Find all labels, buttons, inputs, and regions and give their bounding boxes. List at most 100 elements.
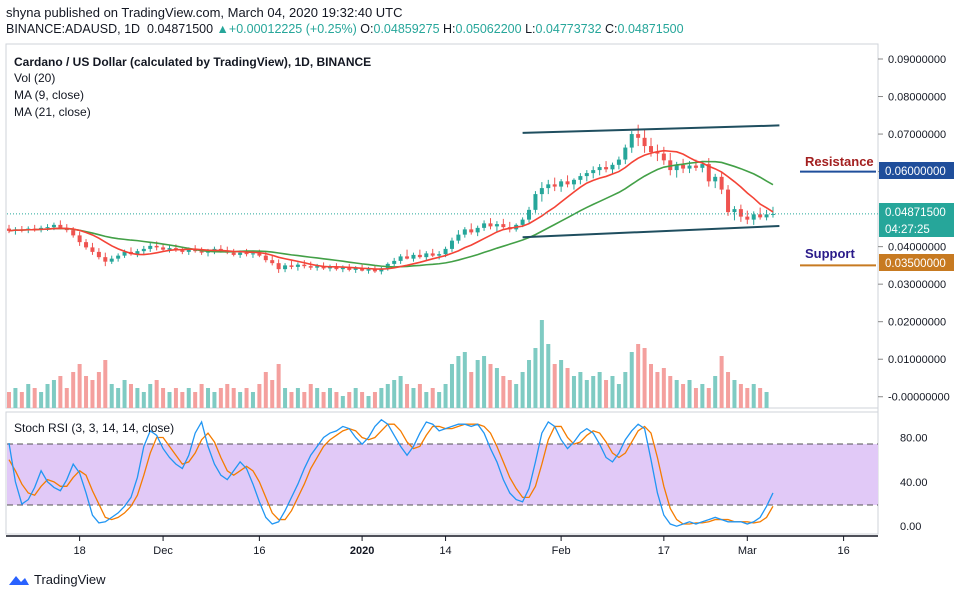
stoch-band: [7, 444, 878, 505]
candle-body: [411, 254, 416, 259]
candle-body: [604, 167, 609, 170]
candle-body: [250, 253, 255, 255]
change-value: +0.00012225 (+0.25%): [228, 22, 357, 36]
volume-bar: [180, 392, 185, 408]
candle-body: [552, 184, 557, 187]
price-tick-label: 0.07000000: [888, 129, 946, 141]
volume-bar: [340, 396, 345, 408]
volume-bar: [552, 364, 557, 408]
volume-bar: [674, 380, 679, 408]
volume-bar: [84, 376, 89, 408]
current-price-text: 0.04871500: [885, 207, 946, 219]
candle-body: [616, 159, 621, 165]
candle-body: [462, 229, 467, 235]
volume-bar: [488, 364, 493, 408]
volume-bar: [687, 380, 692, 408]
volume-bar: [571, 376, 576, 408]
volume-bar: [360, 392, 365, 408]
candle-body: [469, 229, 474, 233]
candle-body: [366, 269, 371, 271]
price-tick-label: 0.09000000: [888, 54, 946, 66]
candle-body: [109, 258, 114, 262]
candle-body: [700, 164, 705, 168]
resistance-label: Resistance: [805, 154, 874, 169]
time-tick-label: 16: [837, 545, 849, 557]
candle-body: [533, 194, 538, 210]
candle-body: [308, 266, 313, 268]
candle-body: [135, 251, 140, 255]
volume-bar: [64, 388, 69, 408]
volume-bar: [649, 364, 653, 408]
volume-bar: [693, 388, 698, 408]
candle-body: [347, 267, 352, 270]
volume-bar: [58, 376, 63, 408]
volume-bar: [616, 384, 621, 408]
candle-body: [154, 245, 159, 248]
volume-bar: [186, 388, 191, 408]
volume-bar: [745, 388, 750, 408]
time-tick-label: Dec: [153, 545, 173, 557]
volume-bar: [713, 376, 718, 408]
candle-body: [655, 152, 660, 154]
volume-bar: [738, 384, 743, 408]
volume-bar: [161, 388, 166, 408]
volume-bar: [636, 344, 641, 408]
candle-body: [116, 255, 121, 259]
candle-body: [738, 209, 743, 217]
rsi-tick-label: 0.00: [900, 521, 921, 533]
volume-bar: [629, 352, 634, 408]
volume-bar: [116, 388, 121, 408]
candle-body: [148, 245, 153, 249]
volume-bar: [32, 388, 37, 408]
volume-bar: [475, 360, 480, 408]
time-tick-label: 2020: [350, 545, 374, 557]
price-tick-label: 0.04000000: [888, 242, 946, 254]
volume-bar: [26, 384, 31, 408]
volume-bar: [700, 384, 705, 408]
volume-bar: [250, 392, 255, 408]
volume-bar: [276, 364, 281, 408]
volume-bar: [482, 356, 487, 408]
volume-bar: [193, 392, 198, 408]
support-label: Support: [805, 246, 855, 261]
volume-bar: [302, 392, 307, 408]
candle-body: [449, 240, 454, 249]
candle-body: [141, 248, 146, 252]
time-axis-ticks: 18 Dec 16 2020 14 Feb 17 Mar 16: [73, 536, 850, 557]
candle-body: [360, 268, 365, 271]
candle-body: [674, 164, 679, 171]
candle-countdown: 04:27:25: [885, 224, 930, 236]
candle-body: [199, 251, 204, 253]
channel-lower-line: [522, 225, 780, 239]
rsi-axis-ticks: 80.00 40.00 0.00: [900, 433, 928, 534]
candle-body: [732, 209, 737, 213]
volume-bar: [283, 388, 288, 408]
volume-bar: [681, 384, 686, 408]
price-pane-frame: [5, 43, 879, 409]
candle-body: [443, 248, 448, 255]
candle-body: [328, 266, 332, 269]
volume-bar: [764, 392, 769, 408]
volume-bar: [141, 392, 146, 408]
price-tick-label: -0.00000000: [888, 392, 950, 404]
candle-body: [334, 266, 339, 270]
volume-bar: [610, 376, 615, 408]
stoch-k-line: [8, 418, 774, 527]
volume-bar: [206, 388, 211, 408]
footer-brand[interactable]: TradingView: [8, 572, 106, 587]
candle-body: [559, 181, 564, 187]
time-tick-label: 14: [439, 545, 451, 557]
rsi-tick-label: 80.00: [900, 433, 928, 445]
candle-body: [122, 251, 127, 256]
candle-body: [180, 250, 185, 252]
volume-bar: [19, 392, 24, 408]
volume-bar: [424, 392, 429, 408]
candle-body: [546, 184, 551, 189]
volume-bar: [507, 380, 512, 408]
support-badge-text: 0.03500000: [885, 258, 946, 270]
low-label: L:: [525, 22, 536, 36]
volume-bar: [417, 384, 422, 408]
candle-body: [231, 252, 236, 255]
candle-body: [597, 167, 602, 171]
